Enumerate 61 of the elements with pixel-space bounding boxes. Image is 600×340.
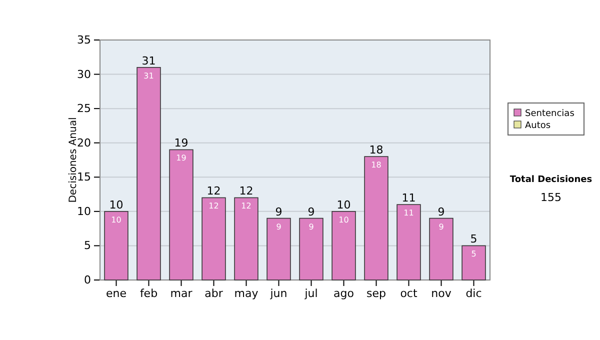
y-tick-label: 5	[84, 239, 91, 252]
bar	[299, 218, 324, 280]
total-label: 11	[402, 192, 416, 205]
bar	[234, 197, 258, 280]
y-tick-label: 35	[77, 34, 91, 47]
total-label: 5	[470, 232, 478, 246]
x-tick-label: may	[234, 286, 259, 300]
x-tick-label: sep	[366, 286, 386, 300]
bar	[202, 197, 226, 280]
y-axis-title: Decisiones Anual	[68, 117, 79, 203]
data-label: 9	[308, 222, 314, 232]
total-label: 12	[206, 184, 221, 198]
total-label: 10	[336, 198, 351, 212]
legend-label: Sentencias	[525, 109, 575, 119]
total-label: 10	[109, 198, 124, 212]
data-label: 10	[338, 215, 349, 224]
data-label: 19	[176, 154, 186, 163]
x-tick-label: nov	[431, 286, 452, 300]
data-label: 9	[438, 222, 444, 232]
x-tick-label: mar	[170, 286, 193, 300]
data-label: 10	[111, 215, 122, 224]
bar	[104, 211, 128, 280]
data-label: 12	[241, 202, 252, 211]
x-tick-label: jul	[304, 286, 318, 300]
text: 155	[540, 191, 562, 204]
x-tick-label: feb	[140, 286, 158, 300]
y-tick-label: 0	[84, 274, 91, 287]
y-tick-label: 10	[77, 204, 91, 218]
y-tick-label: 25	[77, 102, 91, 116]
x-tick-label: ago	[334, 286, 354, 300]
data-label: 12	[208, 202, 219, 211]
bar	[429, 218, 454, 280]
data-label: 5	[471, 250, 476, 259]
total-label: 9	[438, 205, 445, 218]
data-label: 11	[404, 208, 414, 218]
total-label: 18	[369, 144, 384, 157]
x-tick-label: jun	[269, 286, 288, 300]
x-tick-label: dic	[466, 286, 482, 300]
data-label: 31	[144, 71, 154, 80]
legend-label: Autos	[525, 121, 551, 131]
x-tick-label: abr	[204, 286, 224, 300]
y-tick-label: 20	[77, 136, 91, 150]
y-tick-label: 15	[77, 170, 91, 184]
total-label: 9	[275, 205, 282, 218]
bar	[169, 149, 194, 280]
bar	[266, 218, 291, 280]
data-label: 9	[276, 222, 282, 232]
text: Total Decisiones	[510, 175, 592, 185]
x-tick-label: ene	[106, 286, 127, 300]
bar	[364, 156, 388, 280]
bar	[396, 204, 421, 280]
bar	[332, 211, 356, 280]
x-tick-label: oct	[400, 286, 418, 300]
total-label: 9	[308, 205, 315, 218]
data-label: 18	[371, 160, 382, 170]
bar	[136, 67, 161, 280]
bar	[462, 245, 486, 280]
y-tick-label: 30	[77, 68, 91, 81]
total-label: 12	[239, 184, 254, 198]
total-label: 19	[174, 136, 188, 150]
total-label: 31	[142, 54, 156, 68]
